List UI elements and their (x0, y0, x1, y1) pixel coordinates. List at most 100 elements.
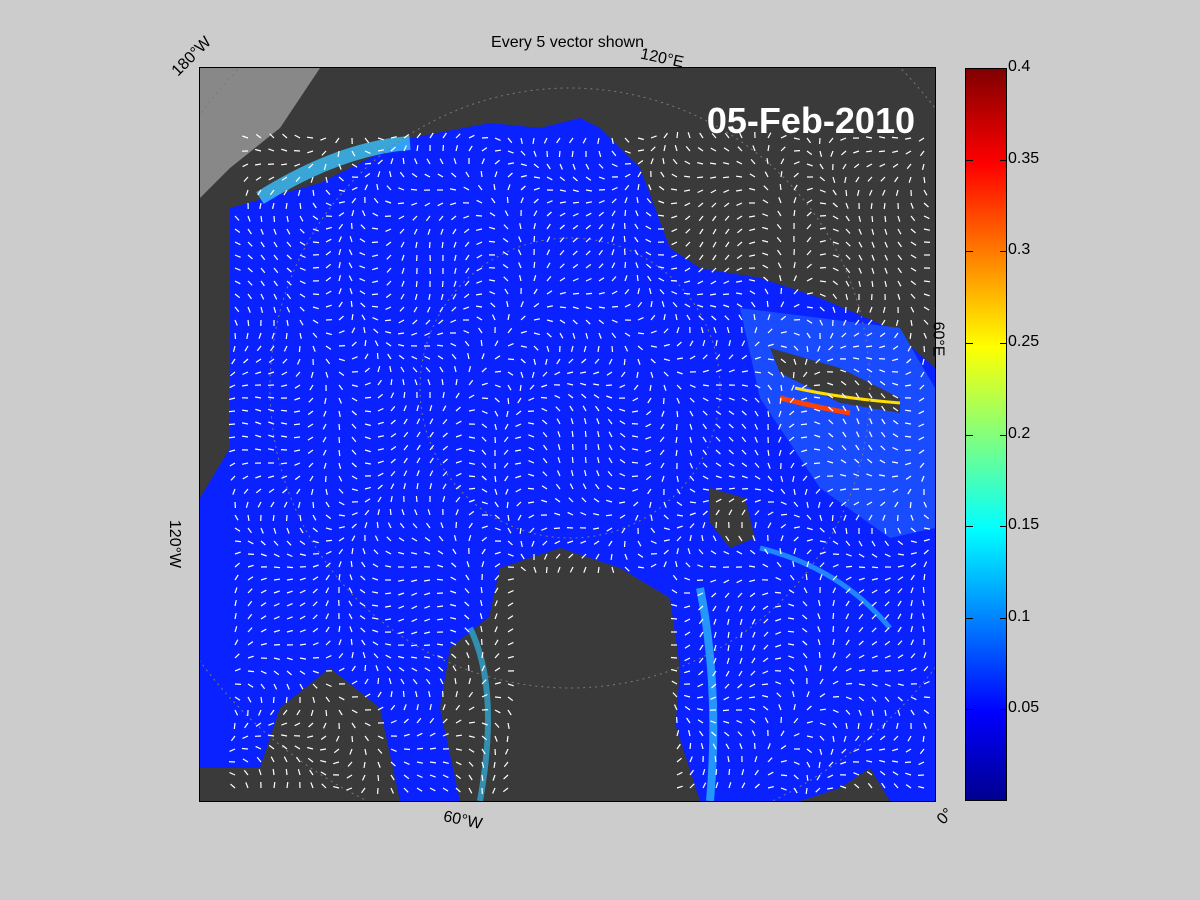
drift-vector (663, 501, 667, 508)
drift-vector (766, 157, 769, 165)
drift-vector (923, 652, 927, 659)
drift-vector (325, 276, 332, 282)
drift-vector (270, 501, 275, 508)
drift-vector (282, 709, 288, 716)
drift-vector (854, 458, 860, 464)
drift-vector (749, 187, 756, 191)
drift-vector (815, 488, 821, 494)
drift-vector (650, 371, 654, 378)
drift-vector (503, 224, 509, 230)
drift-vector (242, 758, 249, 763)
drift-vector (299, 615, 306, 620)
drift-vector (698, 618, 704, 625)
drift-vector (467, 664, 470, 672)
drift-vector (507, 343, 514, 347)
drift-vector (806, 224, 812, 230)
drift-vector (273, 683, 278, 690)
drift-vector (806, 527, 813, 531)
drift-vector (286, 670, 292, 676)
drift-vector (858, 696, 865, 702)
drift-vector (476, 254, 483, 259)
drift-vector (364, 462, 372, 465)
drift-vector (416, 457, 421, 464)
drift-vector (517, 514, 522, 521)
drift-vector (803, 587, 808, 594)
drift-vector (273, 254, 279, 261)
drift-vector (883, 202, 886, 210)
drift-vector (611, 345, 614, 353)
drift-vector (247, 655, 254, 659)
drift-vector (802, 652, 808, 659)
drift-vector (855, 514, 860, 521)
drift-vector (429, 444, 435, 451)
drift-vector (624, 289, 630, 295)
drift-vector (593, 513, 600, 516)
drift-vector (247, 564, 254, 568)
drift-vector (868, 514, 873, 521)
drift-vector (228, 423, 236, 426)
drift-vector (489, 226, 496, 230)
drift-vector (349, 748, 353, 755)
drift-vector (763, 631, 769, 637)
drift-vector (351, 163, 358, 168)
drift-vector (910, 574, 915, 581)
drift-vector (775, 644, 782, 648)
drift-vector (884, 683, 891, 687)
drift-vector (481, 410, 488, 414)
drift-vector (463, 228, 470, 234)
drift-vector (583, 345, 587, 352)
drift-vector (493, 183, 496, 191)
drift-vector (494, 587, 499, 594)
drift-vector (650, 146, 656, 152)
drift-vector (637, 184, 640, 191)
drift-vector (294, 397, 301, 401)
drift-vector (348, 249, 353, 256)
drift-vector (503, 462, 509, 468)
drift-vector (400, 293, 405, 300)
drift-vector (858, 683, 866, 686)
drift-vector (374, 535, 379, 542)
drift-vector (416, 747, 424, 750)
drift-vector (325, 600, 329, 607)
drift-vector (468, 761, 474, 767)
drift-vector (923, 215, 930, 220)
drift-vector (845, 613, 850, 620)
drift-vector (819, 280, 827, 283)
drift-vector (425, 215, 431, 222)
drift-vector (494, 600, 498, 607)
drift-vector (481, 679, 487, 685)
drift-vector (806, 538, 813, 542)
drift-vector (788, 603, 795, 607)
drift-vector (412, 523, 418, 529)
drift-vector (359, 252, 366, 256)
drift-vector (845, 653, 851, 659)
drift-vector (741, 462, 748, 467)
drift-vector (390, 483, 395, 490)
drift-vector (351, 475, 358, 480)
drift-vector (299, 280, 306, 285)
drift-vector (364, 353, 369, 360)
drift-vector (399, 171, 405, 178)
drift-vector (918, 397, 925, 402)
drift-vector (337, 150, 340, 157)
drift-vector (789, 397, 795, 403)
drift-vector (416, 717, 422, 724)
drift-vector (557, 431, 561, 438)
drift-vector (884, 241, 888, 248)
drift-vector (468, 436, 476, 439)
drift-vector (854, 735, 860, 742)
drift-vector (299, 267, 306, 271)
drift-vector (736, 267, 743, 272)
drift-vector (715, 782, 719, 789)
drift-vector (787, 617, 795, 620)
drift-vector (892, 771, 899, 776)
drift-vector (338, 397, 342, 404)
drift-vector (817, 639, 821, 646)
drift-vector (611, 137, 614, 145)
drift-vector (359, 290, 366, 295)
drift-vector (286, 267, 292, 273)
drift-vector (507, 655, 514, 659)
drift-vector (894, 501, 899, 508)
drift-vector (325, 189, 331, 195)
drift-vector (481, 397, 489, 400)
